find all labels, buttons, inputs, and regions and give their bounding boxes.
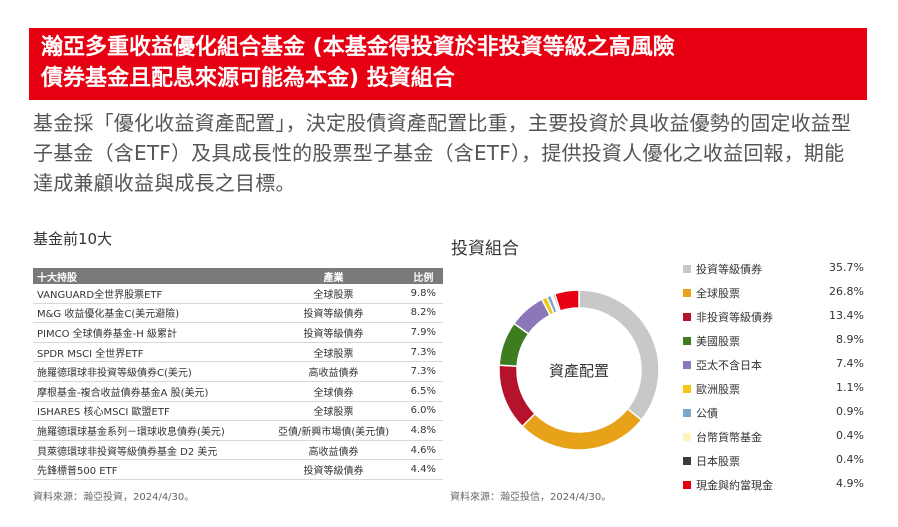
holding-weight: 8.2% [403,303,443,324]
legend-label: 非投資等級債券 [696,311,773,324]
legend-value: 0.4% [836,453,864,466]
table-row: PIMCO 全球債券基金-H 級累計 投資等級債券 7.9% [33,322,443,343]
legend-value: 26.8% [829,285,864,298]
legend-label: 歐洲股票 [696,383,740,396]
legend-label: 美國股票 [696,335,740,348]
holding-weight: 4.8% [403,420,443,441]
holding-weight: 6.5% [403,381,443,402]
holding-sector: 全球股票 [263,401,404,422]
table-row: 先鋒標普500 ETF 投資等級債券 4.4% [33,459,443,480]
legend-swatch [683,481,691,489]
legend-item: 台幣貨幣基金 0.4% [683,428,868,448]
legend-label: 投資等級債券 [696,263,762,276]
holding-name: PIMCO 全球債券基金-H 級累計 [33,322,264,343]
legend-item: 亞太不含日本 7.4% [683,356,868,376]
holding-weight: 7.9% [403,322,443,343]
top10-title: 基金前10大 [33,230,113,248]
holding-sector: 高收益債券 [263,361,404,382]
title-banner: 瀚亞多重收益優化組合基金 (本基金得投資於非投資等級之高風險 債券基金且配息來源… [29,28,867,100]
legend-value: 0.9% [836,405,864,418]
donut-slice [578,289,660,422]
legend-item: 日本股票 0.4% [683,452,868,472]
holding-name: 施羅德環球基金系列－環球收息債券(美元) [33,420,264,441]
legend-value: 13.4% [829,309,864,322]
table-row: 貝萊德環球非投資等級債券基金 D2 美元 高收益債券 4.6% [33,440,443,461]
legend-item: 投資等級債券 35.7% [683,260,868,280]
legend-swatch [683,313,691,321]
holding-weight: 7.3% [403,342,443,363]
legend-value: 1.1% [836,381,864,394]
holding-weight: 4.6% [403,440,443,461]
holding-weight: 6.0% [403,401,443,422]
table-row: SPDR MSCI 全世界ETF 全球股票 7.3% [33,342,443,363]
legend-label: 全球股票 [696,287,740,300]
donut-center-label: 資產配置 [549,362,609,380]
donut-slice [553,289,580,312]
table-row: 施羅德環球基金系列－環球收息債券(美元) 亞債/新興市場債(美元債) 4.8% [33,420,443,441]
legend-label: 亞太不含日本 [696,359,762,372]
table-row: VANGUARD全世界股票ETF 全球股票 9.8% [33,284,443,304]
holding-name: 貝萊德環球非投資等級債券基金 D2 美元 [33,440,264,461]
donut-slice [498,364,537,428]
legend-item: 現金與約當現金 4.9% [683,476,868,496]
holding-sector: 投資等級債券 [263,322,404,343]
legend-value: 35.7% [829,261,864,274]
legend-label: 台幣貨幣基金 [696,431,762,444]
holding-sector: 全球股票 [263,342,404,363]
header-sector: 產業 [263,268,404,284]
holding-sector: 投資等級債券 [263,303,404,324]
legend-swatch [683,433,691,441]
legend-item: 公債 0.9% [683,404,868,424]
header-holding: 十大持股 [33,268,264,284]
legend-item: 歐洲股票 1.1% [683,380,868,400]
legend-swatch [683,289,691,297]
table-row: 摩根基金-複合收益債券基金A 股(美元) 全球債券 6.5% [33,381,443,402]
legend-swatch [683,361,691,369]
holding-weight: 7.3% [403,361,443,382]
legend-item: 全球股票 26.8% [683,284,868,304]
page-title: 瀚亞多重收益優化組合基金 (本基金得投資於非投資等級之高風險 債券基金且配息來源… [41,35,675,91]
legend-swatch [683,265,691,273]
legend-label: 日本股票 [696,455,740,468]
table-row: 施羅德環球非投資等級債券C(美元) 高收益債券 7.3% [33,361,443,382]
holding-sector: 全球債券 [263,381,404,402]
legend-value: 0.4% [836,429,864,442]
holding-name: 先鋒標普500 ETF [33,459,264,480]
legend-value: 8.9% [836,333,864,346]
top10-holdings-table: 十大持股 產業 比例 VANGUARD全世界股票ETF 全球股票 9.8% M&G 收… [33,268,443,480]
table-row: M&G 收益優化基金C(美元避險) 投資等級債券 8.2% [33,303,443,324]
holding-sector: 亞債/新興市場債(美元債) [263,420,404,441]
holding-name: 摩根基金-複合收益債券基金A 股(美元) [33,381,264,402]
legend-value: 4.9% [836,477,864,490]
legend-swatch [683,409,691,417]
holding-name: VANGUARD全世界股票ETF [33,284,264,304]
holding-weight: 4.4% [403,459,443,480]
holding-name: ISHARES 核心MSCI 歐盟ETF [33,401,264,422]
holding-weight: 9.8% [403,284,443,304]
holding-name: M&G 收益優化基金C(美元避險) [33,303,264,324]
fund-description: 基金採「優化收益資產配置」，決定股債資產配置比重，主要投資於具收益優勢的固定收益… [33,111,852,195]
allocation-donut-chart: 資產配置 [498,289,660,451]
holding-name: SPDR MSCI 全世界ETF [33,342,264,363]
donut-slice [521,407,643,451]
table-row: ISHARES 核心MSCI 歐盟ETF 全球股票 6.0% [33,401,443,422]
legend-swatch [683,457,691,465]
legend-item: 非投資等級債券 13.4% [683,308,868,328]
legend-swatch [683,337,691,345]
header-weight: 比例 [403,268,443,284]
holding-sector: 投資等級債券 [263,459,404,480]
legend-swatch [683,385,691,393]
legend-label: 公債 [696,407,718,420]
legend-value: 7.4% [836,357,864,370]
holding-name: 施羅德環球非投資等級債券C(美元) [33,361,264,382]
holdings-source-note: 資料來源：瀚亞投資，2024/4/30。 [33,492,195,503]
holding-sector: 高收益債券 [263,440,404,461]
legend-item: 美國股票 8.9% [683,332,868,352]
allocation-source-note: 資料來源：瀚亞投信，2024/4/30。 [450,492,612,503]
table-header-row: 十大持股 產業 比例 [33,268,443,284]
holding-sector: 全球股票 [263,284,404,304]
legend-label: 現金與約當現金 [696,479,773,492]
allocation-title: 投資組合 [451,239,519,259]
